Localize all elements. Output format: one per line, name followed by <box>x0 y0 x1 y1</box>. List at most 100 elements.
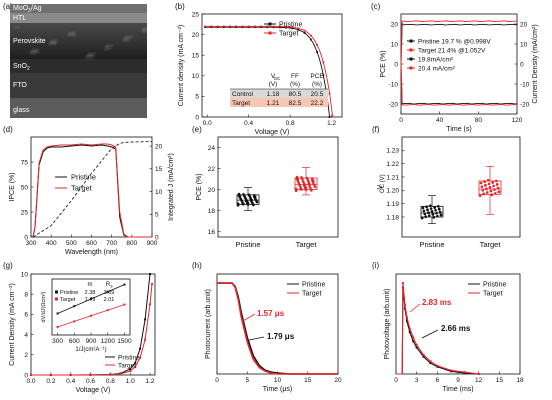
sem-grain <box>31 49 40 54</box>
inset-x-tick-label: 300 <box>52 338 63 345</box>
box-point <box>309 186 312 190</box>
sem-layer <box>10 13 147 23</box>
dark-jv-point <box>109 373 112 376</box>
dark-jv-point <box>30 374 32 376</box>
inset-table-cell: Pristine <box>60 290 78 296</box>
y-tick-label: -10 <box>520 81 530 88</box>
panel-letter: (i) <box>372 261 379 270</box>
sem-grain <box>104 46 110 51</box>
legend-label: Target <box>483 291 503 298</box>
table-row-bg <box>230 89 328 98</box>
box-point <box>295 175 299 179</box>
dark-jv-point <box>151 283 154 286</box>
stability-trace <box>400 63 518 106</box>
table-cell: 1.18 <box>267 91 280 98</box>
dark-jv-point <box>69 374 72 376</box>
legend-marker <box>409 57 413 61</box>
x-tick-label: 1.0 <box>126 378 135 385</box>
x-tick-label: 0.0 <box>203 120 212 127</box>
x-tick-label: 15 <box>304 377 312 384</box>
jv-point <box>316 43 319 46</box>
tpv-curve <box>396 283 479 375</box>
inset-point <box>90 298 92 300</box>
x-axis-label: Voltage (V) <box>76 387 111 394</box>
box-point <box>483 180 486 183</box>
inset-point <box>73 320 76 323</box>
y-tick-label: 20 <box>520 21 528 28</box>
box-point <box>253 195 257 199</box>
y-tick-label: 5 <box>155 212 159 219</box>
inset-x-tick-label: 1200 <box>100 338 115 345</box>
jv-point <box>285 25 287 28</box>
box-point <box>428 214 431 217</box>
box-point <box>246 201 250 205</box>
jv-point <box>297 27 300 30</box>
y-tick-label: 0 <box>520 61 524 68</box>
tpv-point <box>412 336 415 339</box>
jv-plot-frame <box>201 13 343 118</box>
sem-grain <box>88 52 96 57</box>
y-tick-label: 20 <box>391 21 399 28</box>
tpv-point <box>406 320 409 323</box>
x-axis-label: Wavelength (nm) <box>65 249 118 256</box>
inset-point <box>106 290 109 293</box>
sem-grain <box>48 42 56 46</box>
sem-grain <box>125 35 134 38</box>
layer-label-sub: 2 <box>27 66 30 72</box>
annotation-arrow <box>409 303 421 313</box>
box-point <box>481 189 485 192</box>
box-point <box>294 187 298 191</box>
category-label: Pristine <box>419 240 444 249</box>
box-point <box>303 184 307 188</box>
sem-layer <box>10 59 147 73</box>
y-tick-label: 22 <box>208 166 216 173</box>
inset-x-tick-label: 600 <box>69 338 80 345</box>
box-point <box>312 183 316 186</box>
inset-y-label: dV/dJ(Ωcm²) <box>41 291 47 322</box>
legend-marker <box>409 48 413 52</box>
y-tick-label: 2 <box>24 352 28 359</box>
box-point <box>486 178 490 182</box>
inset-table-cell: 2.01 <box>104 297 115 303</box>
sem-grain <box>105 45 112 49</box>
jv-point <box>303 29 306 32</box>
box-point <box>252 203 255 207</box>
box-point <box>426 208 429 211</box>
x-tick-label: 10 <box>274 377 282 384</box>
box-point <box>432 215 436 219</box>
legend-label: Pristine 19.7 % @0.998V <box>418 38 491 45</box>
y-tick-label: 5 <box>195 94 199 101</box>
x-tick-label: 120 <box>512 117 523 124</box>
box-point <box>311 179 315 182</box>
legend-label: Pristine <box>279 22 302 29</box>
dark-jv-point <box>134 365 137 368</box>
jv-point <box>285 26 287 29</box>
box-point <box>420 216 424 220</box>
x-tick-label: 600 <box>86 240 97 247</box>
panel-letter: (b) <box>175 2 185 11</box>
layer-label: HTL <box>13 15 26 22</box>
inset-table-header-sub: s <box>110 284 113 289</box>
annotation-label: 2.66 ms <box>441 324 471 333</box>
jv-point <box>247 25 250 28</box>
inset-x-tick-label: 900 <box>86 338 97 345</box>
jv-point <box>278 25 281 28</box>
tpv-point <box>422 355 425 358</box>
box-point <box>484 183 487 187</box>
y-tick-label: 25 <box>21 209 29 216</box>
box-point <box>421 206 425 210</box>
box-point <box>294 189 298 193</box>
x-tick-label: 0.2 <box>46 378 55 385</box>
jv-point <box>297 28 300 31</box>
jv-point <box>260 25 263 28</box>
box-point <box>296 177 300 181</box>
y-tick-label: -10 <box>389 81 399 88</box>
inset-x-tick-label: 1500 <box>117 338 132 345</box>
inset-point <box>90 314 92 317</box>
inset-table-cell: 3.69 <box>104 290 115 296</box>
y-axis-label: PCE (%) <box>196 173 203 200</box>
box-point <box>429 207 433 210</box>
x-tick-label: 1.2 <box>327 120 336 127</box>
y-tick-label: 1.18 <box>386 214 399 221</box>
inset-point <box>73 305 76 308</box>
